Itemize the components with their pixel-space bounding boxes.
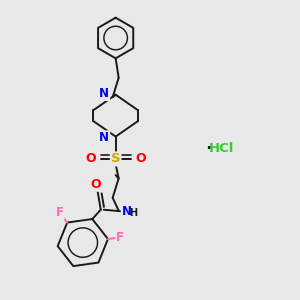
Text: O: O — [85, 152, 96, 166]
Text: N: N — [122, 205, 132, 218]
Text: F: F — [56, 206, 64, 219]
Text: N: N — [99, 131, 109, 144]
Text: HCl: HCl — [209, 142, 234, 155]
Text: N: N — [99, 87, 109, 100]
Text: S: S — [111, 152, 121, 166]
Text: H: H — [130, 208, 138, 218]
Text: O: O — [90, 178, 101, 191]
Text: ·: · — [205, 140, 212, 158]
Text: O: O — [136, 152, 146, 166]
Text: F: F — [116, 231, 124, 244]
